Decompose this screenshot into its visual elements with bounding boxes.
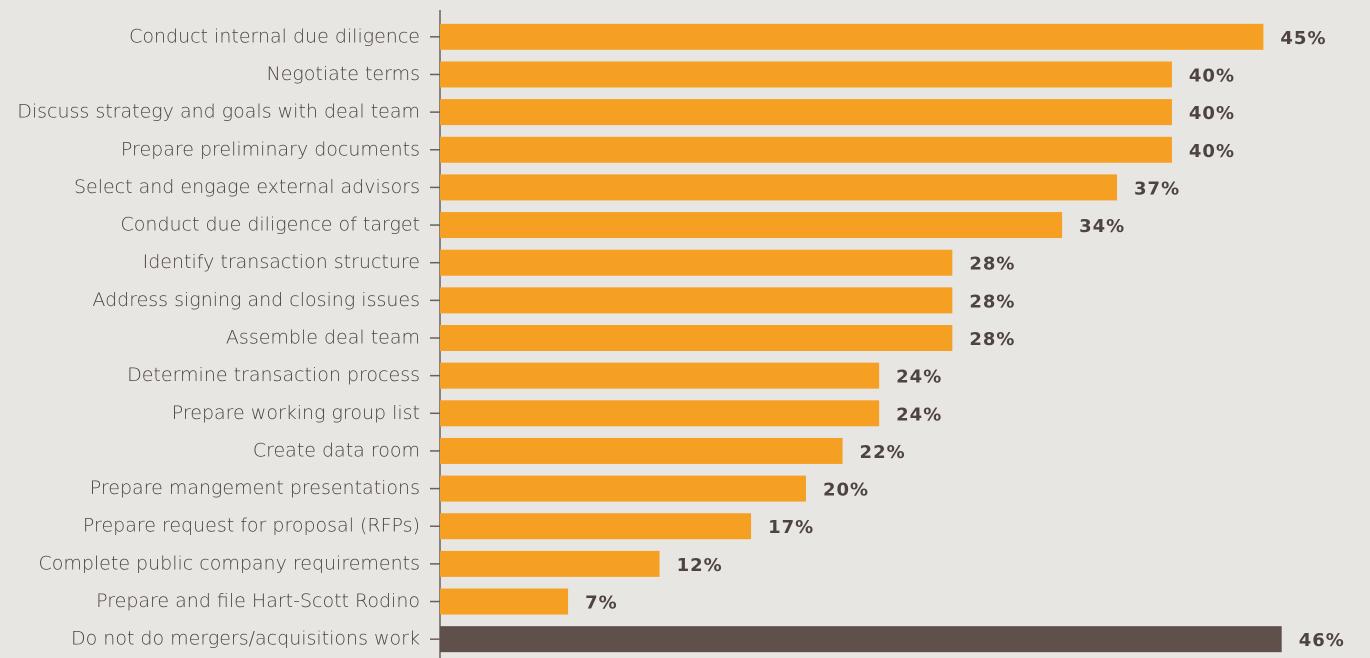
category-label: Create data room	[253, 439, 420, 461]
bar	[440, 174, 1118, 201]
category-label: Prepare request for proposal (RFPs)	[83, 515, 420, 537]
value-label: 24%	[896, 367, 942, 388]
category-label: Complete public company requirements	[38, 552, 420, 574]
value-label: 28%	[969, 329, 1015, 350]
value-label: 28%	[969, 254, 1015, 275]
bar	[440, 212, 1063, 239]
value-label: 28%	[969, 291, 1015, 312]
value-label: 7%	[585, 593, 618, 614]
value-label: 34%	[1079, 216, 1125, 237]
value-label: 12%	[677, 555, 723, 576]
bar	[440, 626, 1282, 653]
value-label: 45%	[1280, 28, 1326, 49]
bar	[440, 588, 569, 615]
category-label: Address signing and closing issues	[92, 289, 420, 311]
category-label: Negotiate terms	[266, 63, 420, 85]
value-label: 37%	[1134, 178, 1180, 199]
value-label: 17%	[768, 517, 814, 538]
value-label: 24%	[896, 404, 942, 425]
bar	[440, 400, 880, 427]
bar	[440, 362, 880, 389]
category-label: Select and engage external advisors	[74, 176, 420, 198]
value-label: 40%	[1189, 65, 1235, 86]
bar	[440, 61, 1172, 88]
value-label: 40%	[1189, 141, 1235, 162]
bar	[440, 23, 1264, 50]
bar	[440, 513, 752, 540]
value-label: 20%	[823, 480, 869, 501]
bar	[440, 99, 1172, 126]
bar	[440, 325, 953, 351]
category-label: Prepare and file Hart-Scott Rodino	[96, 590, 420, 612]
value-label: 22%	[860, 442, 906, 463]
category-label: Prepare preliminary documents	[121, 138, 420, 160]
bar	[440, 475, 806, 502]
bar	[440, 287, 953, 314]
category-label: Conduct internal due diligence	[129, 25, 420, 47]
category-label: Discuss strategy and goals with deal tea…	[17, 101, 420, 123]
bar	[440, 550, 660, 577]
bar	[440, 249, 953, 276]
value-label: 40%	[1189, 103, 1235, 124]
category-label: Prepare working group list	[172, 402, 420, 424]
category-label: Conduct due diligence of target	[121, 214, 420, 236]
bar	[440, 136, 1172, 163]
bar	[440, 437, 843, 464]
value-label: 46%	[1299, 630, 1345, 651]
category-label: Do not do mergers/acquisitions work	[71, 628, 420, 650]
category-label: Identify transaction structure	[143, 251, 420, 273]
category-label: Prepare mangement presentations	[90, 477, 420, 499]
category-label: Determine transaction process	[127, 364, 420, 386]
category-label: Assemble deal team	[226, 327, 420, 349]
